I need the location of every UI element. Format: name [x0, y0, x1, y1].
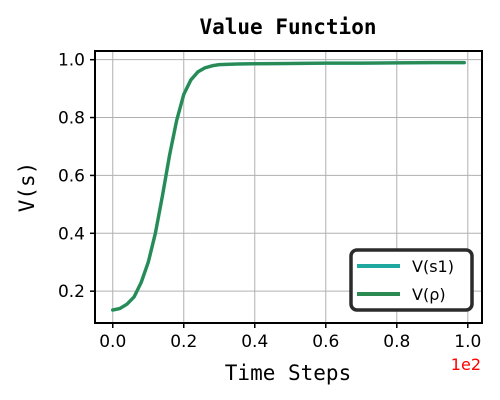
- y-tick-label: 0.8: [58, 109, 85, 129]
- x-tick-label: 1.0: [454, 332, 481, 352]
- x-tick-label: 0.4: [241, 332, 268, 352]
- legend: V(s1) V(ρ): [349, 248, 474, 312]
- y-axis-label: V(s): [15, 162, 39, 213]
- x-tick-label: 0.6: [312, 332, 339, 352]
- x-axis-offset-label: 1e2: [451, 355, 481, 374]
- series-line-v-rho: [111, 61, 466, 312]
- ticks: 0.0 0.2 0.4 0.6 0.8 1.0 0.2 0.4 0.6 0.8 1.0: [58, 51, 481, 352]
- plot-frame: [94, 50, 483, 324]
- x-tick-label: 0.0: [99, 332, 126, 352]
- y-tick-label: 1.0: [58, 51, 85, 71]
- series-layer: [111, 60, 466, 312]
- y-tick-label: 0.2: [58, 282, 85, 302]
- legend-label-v-s1: V(s1): [412, 257, 454, 276]
- y-tick-label: 0.4: [58, 224, 85, 244]
- y-tick-label: 0.6: [58, 166, 85, 186]
- chart-title: Value Function: [199, 15, 376, 39]
- x-tick-label: 0.8: [383, 332, 410, 352]
- x-axis-label: Time Steps: [225, 361, 351, 385]
- x-tick-label: 0.2: [170, 332, 197, 352]
- legend-label-v-rho: V(ρ): [412, 285, 446, 304]
